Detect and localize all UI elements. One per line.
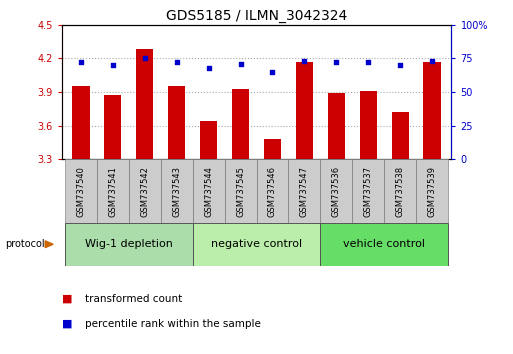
Point — [300, 58, 308, 64]
Bar — [328, 93, 345, 159]
Text: vehicle control: vehicle control — [343, 239, 425, 249]
Bar — [384, 159, 416, 223]
Bar — [65, 223, 192, 266]
Text: GSM737545: GSM737545 — [236, 166, 245, 217]
Bar — [161, 159, 192, 223]
Text: GSM737543: GSM737543 — [172, 166, 181, 217]
Bar — [225, 159, 256, 223]
Text: transformed count: transformed count — [85, 294, 182, 304]
Text: GDS5185 / ILMN_3042324: GDS5185 / ILMN_3042324 — [166, 9, 347, 23]
Text: ■: ■ — [62, 319, 72, 329]
Point — [268, 69, 277, 75]
Bar — [295, 62, 313, 159]
Text: protocol: protocol — [5, 239, 45, 249]
Bar — [423, 62, 441, 159]
Text: percentile rank within the sample: percentile rank within the sample — [85, 319, 261, 329]
Point — [364, 59, 372, 65]
Bar — [104, 95, 122, 159]
Text: GSM737547: GSM737547 — [300, 166, 309, 217]
Bar — [72, 86, 90, 159]
Text: GSM737540: GSM737540 — [76, 166, 85, 217]
Text: GSM737546: GSM737546 — [268, 166, 277, 217]
Point — [236, 61, 245, 67]
Text: GSM737542: GSM737542 — [140, 166, 149, 217]
Bar — [136, 50, 153, 159]
Text: negative control: negative control — [211, 239, 302, 249]
Point — [76, 59, 85, 65]
Bar — [360, 91, 377, 159]
Bar — [97, 159, 129, 223]
Bar — [391, 112, 409, 159]
Bar — [256, 159, 288, 223]
Bar — [264, 139, 281, 159]
Bar — [65, 159, 97, 223]
Bar — [321, 223, 448, 266]
Bar — [129, 159, 161, 223]
Bar — [192, 223, 321, 266]
Point — [141, 56, 149, 61]
Bar — [416, 159, 448, 223]
Bar — [200, 121, 218, 159]
Point — [109, 62, 117, 68]
Bar — [352, 159, 384, 223]
Text: GSM737536: GSM737536 — [332, 166, 341, 217]
Point — [396, 62, 404, 68]
Text: GSM737538: GSM737538 — [396, 166, 405, 217]
Text: ■: ■ — [62, 294, 72, 304]
Bar — [192, 159, 225, 223]
Point — [172, 59, 181, 65]
Text: GSM737539: GSM737539 — [428, 166, 437, 217]
Point — [205, 65, 213, 71]
Point — [332, 59, 341, 65]
Point — [428, 58, 437, 64]
Text: GSM737537: GSM737537 — [364, 166, 373, 217]
Bar — [168, 86, 185, 159]
Text: GSM737544: GSM737544 — [204, 166, 213, 217]
Bar — [288, 159, 321, 223]
Text: Wig-1 depletion: Wig-1 depletion — [85, 239, 172, 249]
Bar — [321, 159, 352, 223]
Bar — [232, 88, 249, 159]
Text: GSM737541: GSM737541 — [108, 166, 117, 217]
